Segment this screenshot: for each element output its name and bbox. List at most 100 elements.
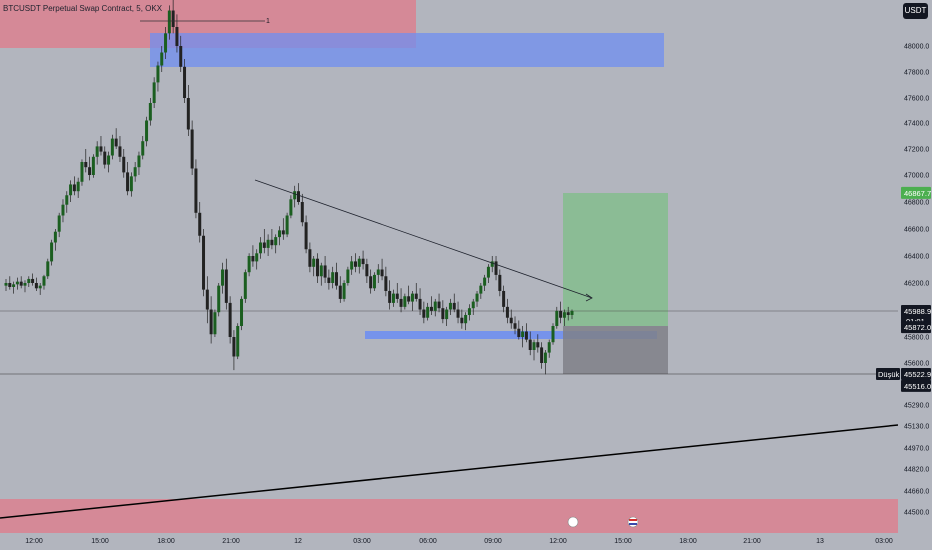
candle-body — [175, 27, 179, 46]
time-axis-tick: 12 — [294, 538, 302, 545]
candle-body — [114, 138, 118, 147]
candle-body — [141, 141, 145, 156]
price-axis-tick: 45130.0 — [904, 424, 929, 431]
candle-body — [183, 66, 187, 98]
candle-body — [133, 167, 137, 177]
target-price-tag: 46867.7 — [904, 189, 931, 198]
candle-body — [543, 352, 547, 363]
candle-body — [509, 317, 513, 324]
time-axis-tick: 12:00 — [25, 538, 43, 545]
candle-body — [69, 184, 73, 196]
candle-body — [547, 342, 551, 353]
candle-body — [202, 235, 206, 290]
candle-body — [372, 274, 376, 289]
candle-body — [369, 276, 373, 289]
candle-body — [91, 156, 95, 175]
candle-body — [236, 325, 240, 357]
time-axis-tick: 03:00 — [353, 538, 371, 545]
downtrend-line — [254, 179, 593, 299]
candle-body — [171, 10, 175, 27]
candle-body — [99, 146, 103, 152]
candle-body — [483, 277, 487, 286]
candle-body — [19, 281, 23, 286]
candle-body — [95, 146, 99, 157]
candle-body — [452, 302, 456, 310]
candle-body — [319, 265, 323, 277]
candle-body — [240, 298, 244, 326]
candle-body — [293, 191, 297, 200]
entry-price-tag-bg — [901, 321, 931, 334]
candle-body — [338, 285, 342, 299]
price-axis-tick: 44660.0 — [904, 489, 929, 496]
candle-body — [551, 325, 555, 343]
candle-body — [521, 331, 525, 337]
candle-body — [296, 191, 300, 202]
candle-body — [391, 293, 395, 303]
time-axis-tick: 09:00 — [484, 538, 502, 545]
candle-body — [460, 317, 464, 324]
candle-body — [433, 301, 437, 311]
candle-body — [164, 33, 168, 53]
price-axis-tick: 47600.0 — [904, 96, 929, 103]
price-axis-tick: 45290.0 — [904, 403, 929, 410]
candle-body — [23, 283, 27, 286]
candle-body — [198, 212, 202, 236]
candle-body — [441, 308, 445, 320]
candle-body — [167, 10, 171, 34]
candle-body — [422, 309, 426, 318]
candle-body — [285, 215, 289, 235]
symbol-title[interactable]: BTCUSDT Perpetual Swap Contract, 5, OKX — [3, 4, 163, 13]
candle-body — [380, 269, 384, 277]
candle-body — [494, 261, 498, 275]
candle-body — [407, 296, 411, 302]
candle-body — [467, 308, 471, 315]
flag-icon — [627, 516, 639, 528]
time-axis-tick: 21:00 — [222, 538, 240, 545]
candle-body — [266, 239, 270, 248]
price-axis-tick: 47200.0 — [904, 147, 929, 154]
candle-body — [524, 331, 528, 340]
candle-body — [46, 261, 50, 277]
time-axis-tick: 13 — [816, 538, 824, 545]
candle-body — [224, 269, 228, 303]
stop-zone — [563, 326, 668, 374]
low-label: Düşük — [878, 370, 900, 379]
price-axis-panel — [898, 0, 932, 550]
candle-body — [536, 342, 540, 348]
candle-body — [365, 264, 369, 277]
candle-body — [34, 283, 38, 289]
candle-body — [570, 310, 574, 315]
candle-body — [505, 306, 509, 318]
candle-body — [395, 293, 399, 299]
candle-body — [566, 312, 570, 315]
candle-body — [346, 269, 350, 283]
flag-stripe-icon — [629, 523, 637, 525]
price-axis-tick: 44970.0 — [904, 446, 929, 453]
candle-body — [353, 261, 357, 267]
candle-body — [334, 272, 338, 286]
candle-body — [80, 162, 84, 182]
currency-button[interactable]: USDT — [903, 3, 928, 19]
target-zone — [563, 193, 668, 326]
candle-body — [259, 242, 263, 254]
price-axis-tick: 47800.0 — [904, 70, 929, 77]
candle-body — [160, 52, 164, 66]
candle-body — [486, 266, 490, 278]
price-axis-tick: 47400.0 — [904, 121, 929, 128]
downtrend-arrow — [585, 293, 593, 302]
current-price-tag: 45988.9 — [904, 307, 931, 316]
candle-body — [426, 306, 430, 318]
candle-body — [148, 103, 152, 121]
candle-body — [513, 323, 517, 329]
candle-body — [388, 290, 392, 303]
stop-price-tag-bg — [901, 379, 931, 392]
candle-body — [342, 283, 346, 299]
candles — [4, 0, 574, 375]
time-axis-tick: 21:00 — [743, 538, 761, 545]
candle-body — [357, 258, 361, 267]
entry-price-tag: 45872.0 — [904, 323, 931, 332]
candle-body — [384, 276, 388, 291]
long-trend-line — [0, 424, 899, 519]
candle-body — [532, 342, 536, 350]
